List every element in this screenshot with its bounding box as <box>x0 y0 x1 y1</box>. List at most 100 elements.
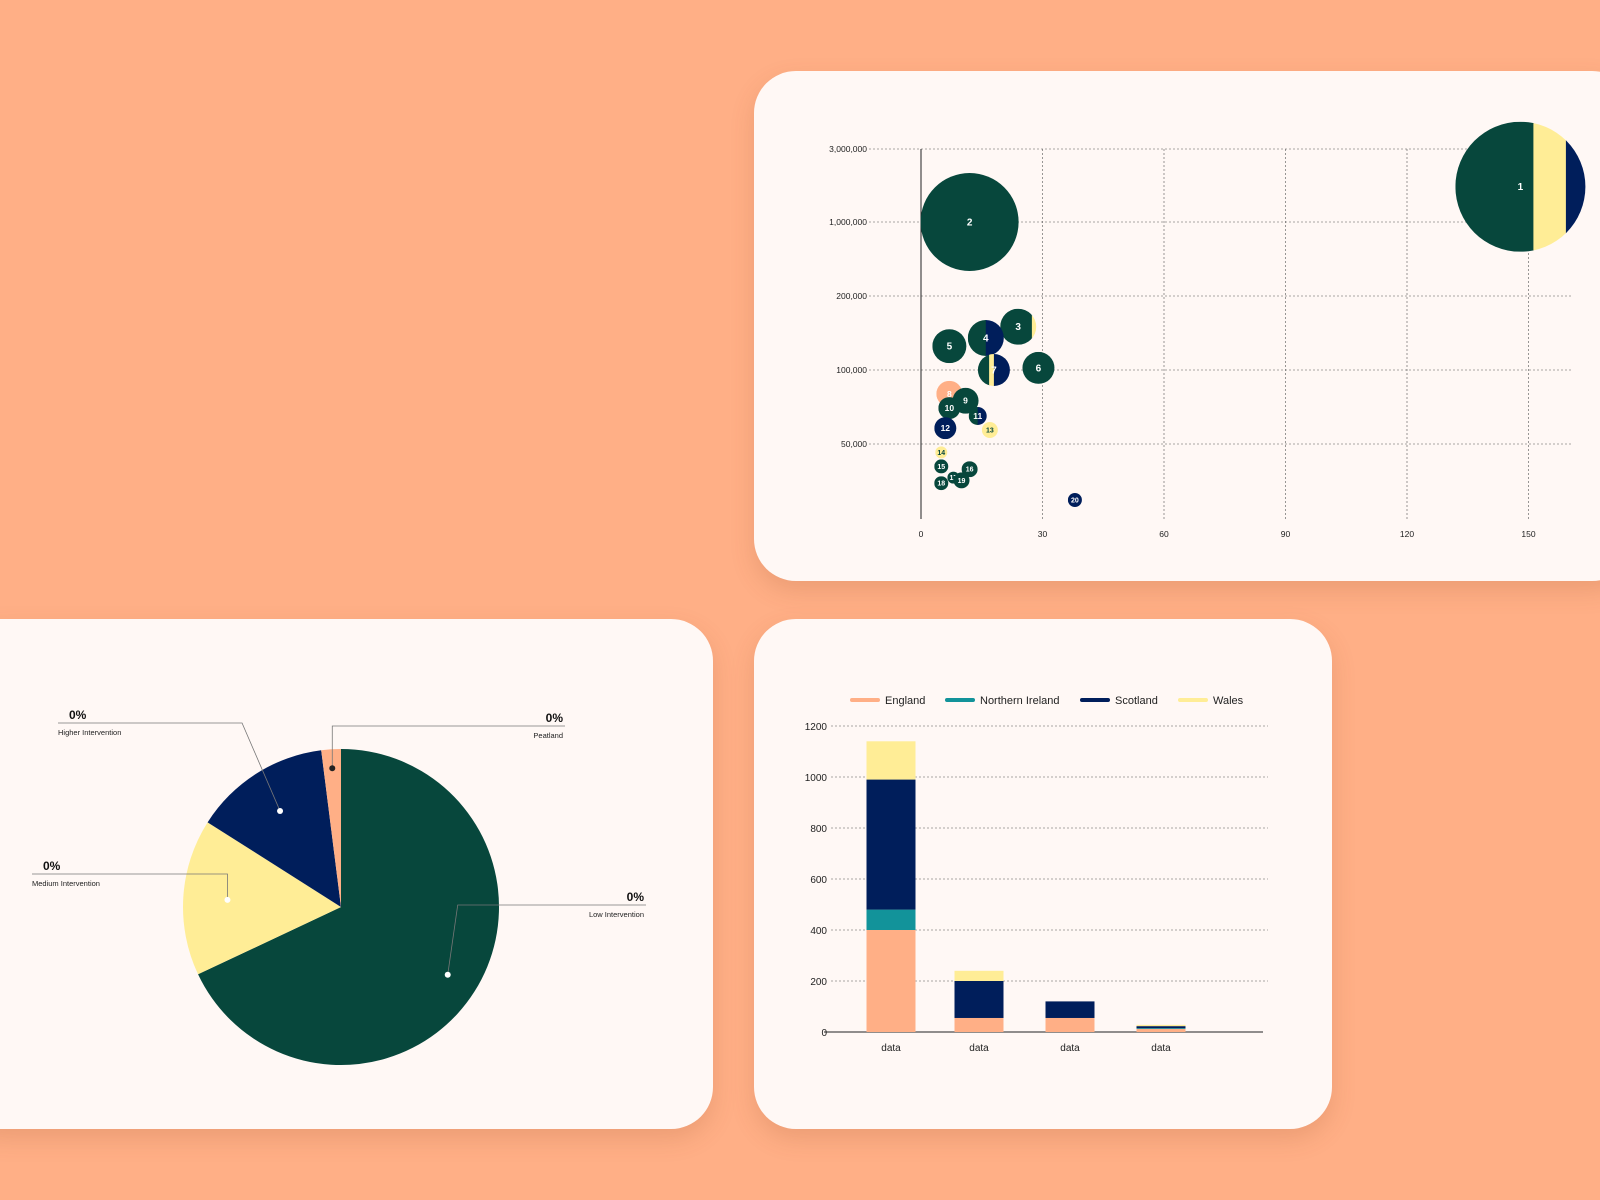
pie-chart-card: 0% Low Intervention 0% Medium Intervention 0… <box>0 619 713 1129</box>
bubble-segment <box>934 476 949 491</box>
pie-leader-line <box>331 725 565 769</box>
pie-percent-label: 0% <box>69 708 87 722</box>
legend-label: England <box>885 695 925 707</box>
bubble-segment <box>977 406 987 425</box>
bubble-chart-card: 50,000 100,000 200,000 1,000,000 3,000,000 0 3… <box>754 71 1600 581</box>
bubble: 13 <box>981 422 998 439</box>
bubble-label: 3 <box>1015 322 1021 333</box>
bubble-label: 6 <box>1036 363 1042 374</box>
pie-percent-label: 0% <box>627 890 645 904</box>
bubble-segment <box>934 417 957 440</box>
bubble: 2 <box>920 173 1019 271</box>
bubble-segment <box>985 319 1004 356</box>
pie-chart: 0% Low Intervention 0% Medium Intervention 0… <box>32 708 646 1065</box>
bubble: 10 <box>938 397 961 420</box>
pie-slice <box>198 749 500 1065</box>
bar-segment <box>1136 1028 1186 1029</box>
bubble-segment <box>953 472 970 489</box>
pie-percent-label: 0% <box>43 859 61 873</box>
bubble-segment <box>935 446 948 459</box>
bubble-label: 7 <box>991 366 997 377</box>
bar-segment <box>1136 1024 1186 1027</box>
bar-segment <box>954 1017 1004 1032</box>
bar-segment <box>954 981 1004 1018</box>
bubble-segment <box>961 461 978 478</box>
bubble: 5 <box>932 329 967 364</box>
x-tick-label: 150 <box>1521 529 1535 539</box>
pie-label-dot <box>277 807 284 814</box>
pie-slice <box>321 749 341 907</box>
pie-slice-label: Higher Intervention <box>58 728 121 737</box>
bubble-label: 4 <box>983 333 989 344</box>
pie-label-dot <box>329 765 336 772</box>
pie-percent-label: 0% <box>546 711 564 725</box>
bar-segment <box>866 741 916 780</box>
legend-swatch <box>1080 698 1110 702</box>
y-tick-label: 100,000 <box>836 365 867 375</box>
pie-label-dot <box>444 971 451 978</box>
bubble-label: 8 <box>947 389 952 399</box>
bubble: 17 <box>947 471 960 484</box>
bubble-segment <box>934 459 949 474</box>
bubble-label: 12 <box>941 423 951 433</box>
bubble: 18 <box>934 476 949 491</box>
x-tick-label: 60 <box>1159 529 1169 539</box>
x-tick-label: 30 <box>1038 529 1048 539</box>
bar-segment <box>1045 1001 1095 1018</box>
bubble-segment <box>989 354 995 386</box>
pie-leader-line <box>32 873 228 900</box>
x-tick-label: data <box>969 1043 989 1054</box>
y-tick-label: 400 <box>810 926 827 937</box>
bubble-segment <box>938 397 961 420</box>
x-tick-label: data <box>1060 1043 1080 1054</box>
y-tick-label: 200 <box>810 977 827 988</box>
bubble-segment <box>1022 351 1055 384</box>
bubble-label: 5 <box>947 342 953 353</box>
stacked-bar-chart: 0 200 400 600 800 1000 1200 England Northern Ire… <box>805 695 1268 1054</box>
bubble-segment <box>1031 308 1037 345</box>
bubble-label: 18 <box>937 481 945 488</box>
bubble-segment <box>993 354 1010 386</box>
bubble: 14 <box>935 446 948 459</box>
bubble-segment <box>932 329 967 364</box>
bar-segment <box>866 930 916 1032</box>
x-tick-label: data <box>1151 1043 1171 1054</box>
bubble: 6 <box>1022 351 1055 384</box>
pie-leader-line <box>58 722 281 812</box>
bubble: 4 <box>967 319 1004 356</box>
bubble: 3 <box>1000 308 1037 345</box>
bubble-label: 11 <box>973 411 982 421</box>
bar-segment <box>866 909 916 930</box>
bubble-segment <box>981 422 998 439</box>
y-tick-label: 0 <box>821 1028 827 1039</box>
x-tick-label: 0 <box>919 529 924 539</box>
bubble-segment <box>947 471 960 484</box>
y-tick-label: 50,000 <box>841 439 867 449</box>
bar-segment <box>954 970 1004 981</box>
bubble-label: 14 <box>937 450 945 457</box>
bubble-segment <box>1565 121 1586 252</box>
pie-slice-label: Low Intervention <box>589 910 644 919</box>
bubble-segment <box>968 406 979 425</box>
bar-segment <box>1136 1028 1186 1032</box>
bubble-label: 19 <box>958 478 966 485</box>
stacked-bar-chart-card: 0 200 400 600 800 1000 1200 England Northern Ire… <box>754 619 1332 1129</box>
bubble: 15 <box>934 459 949 474</box>
bubble-label: 15 <box>937 464 945 471</box>
bubble-label: 2 <box>967 218 973 229</box>
y-tick-label: 1,000,000 <box>829 217 867 227</box>
legend-label: Northern Ireland <box>980 695 1060 707</box>
bubble-label: 20 <box>1071 497 1079 504</box>
bubble-label: 9 <box>963 396 968 406</box>
bubble: 12 <box>934 417 957 440</box>
bubble-label: 13 <box>986 427 994 434</box>
x-tick-label: 120 <box>1400 529 1414 539</box>
legend-label: Wales <box>1213 695 1244 707</box>
bubble: 11 <box>968 406 987 425</box>
bubble-label: 17 <box>950 475 958 482</box>
legend-label: Scotland <box>1115 695 1158 707</box>
pie-slice <box>207 750 341 907</box>
bubble: 7 <box>977 354 1010 386</box>
pie-leader-line <box>447 904 646 975</box>
bubble: 16 <box>961 461 978 478</box>
